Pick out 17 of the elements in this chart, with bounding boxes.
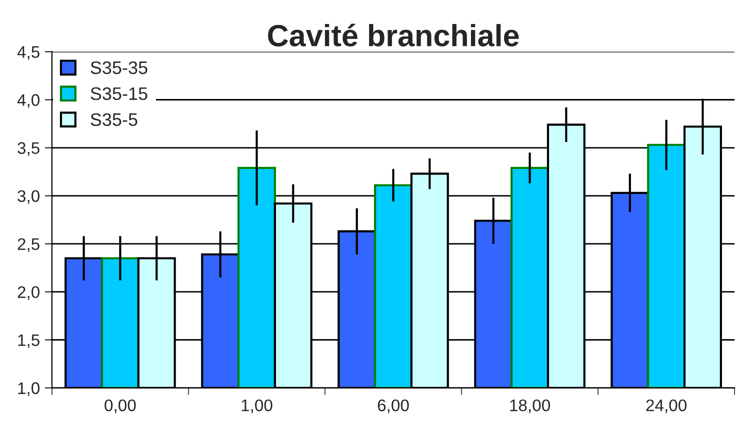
y-tick-label: 4,0 (17, 94, 40, 108)
x-tick-label: 6,00 (378, 399, 409, 414)
x-tick-label: 24,00 (646, 399, 687, 414)
x-tick-label: 0,00 (104, 399, 136, 414)
y-tick-label: 2,5 (18, 238, 40, 252)
legend-label: S35-15 (90, 87, 148, 100)
y-tick-label: 4,5 (17, 46, 40, 60)
x-tick-label: 1,00 (242, 399, 272, 414)
y-tick-label: 2,0 (18, 286, 40, 300)
chart-title: Cavité branchiale (268, 24, 519, 46)
y-tick-label: 3,0 (18, 190, 40, 204)
x-tick-label: 18,00 (510, 399, 550, 414)
legend-label: S35-35 (90, 61, 148, 74)
y-tick-label: 1,0 (18, 382, 40, 396)
y-tick-label: 1,5 (18, 334, 40, 348)
legend-label: S35-5 (90, 113, 138, 126)
y-tick-label: 3,5 (18, 142, 40, 156)
